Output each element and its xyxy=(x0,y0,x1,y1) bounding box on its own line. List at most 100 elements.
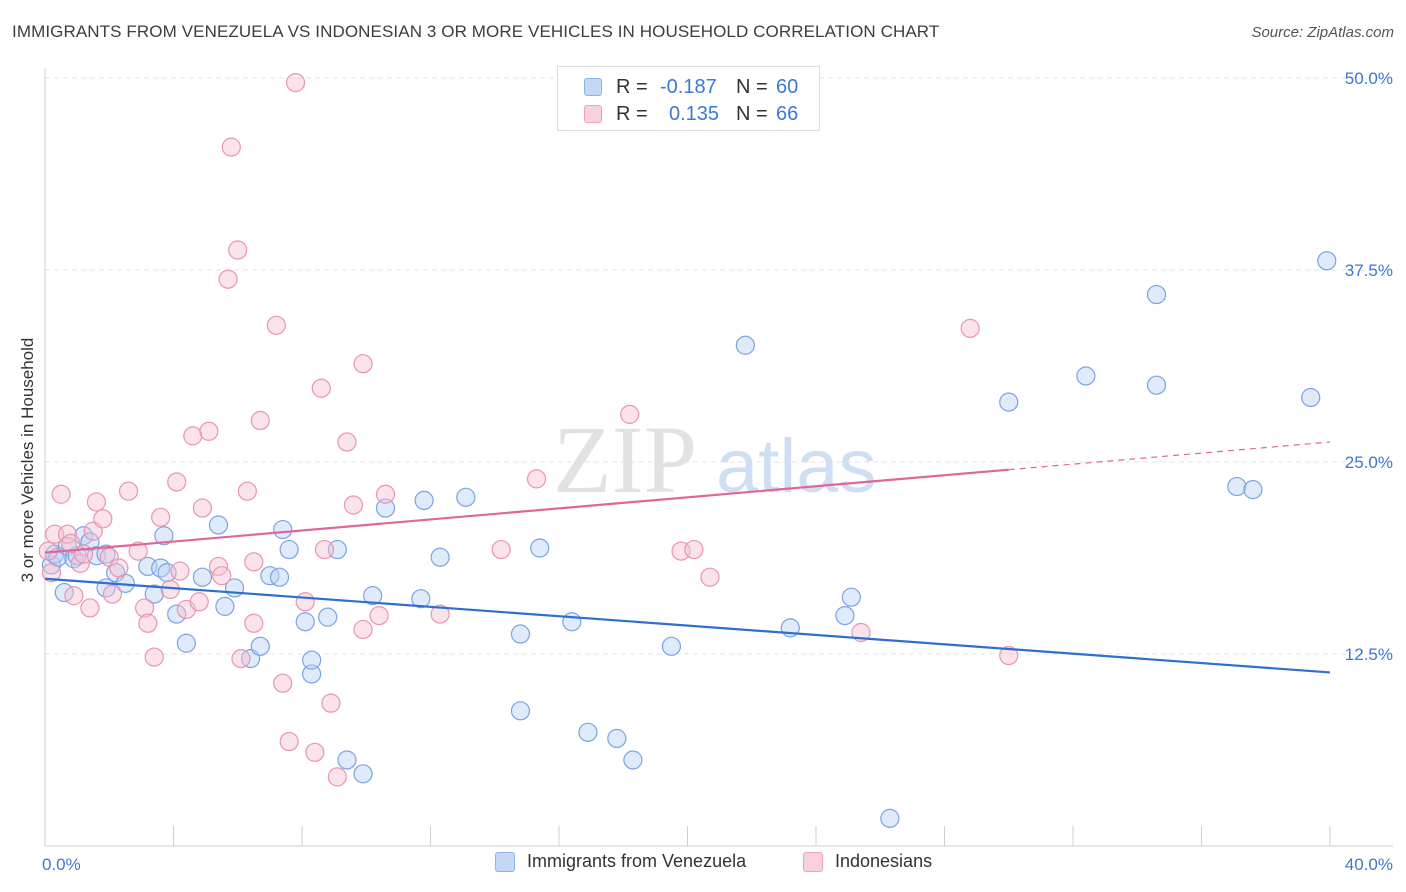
indonesians-point-57 xyxy=(620,404,640,424)
indonesians-point-41 xyxy=(285,73,306,93)
venezuela-point-17 xyxy=(154,526,174,546)
y-tick-label-1: 25.0% xyxy=(1345,453,1393,472)
indonesians-point-20 xyxy=(144,647,164,667)
indonesians-point-53 xyxy=(375,484,396,504)
legend-r-label: R = xyxy=(616,75,648,98)
indonesians-point-55 xyxy=(491,539,511,560)
venezuela-point-54 xyxy=(835,605,855,626)
indonesians-point-47 xyxy=(327,767,347,787)
venezuela-point-40 xyxy=(411,589,431,609)
indonesians-point-29 xyxy=(199,421,219,441)
venezuela-point-39 xyxy=(375,498,396,518)
indonesians-point-63 xyxy=(999,645,1019,666)
series-indonesians xyxy=(38,73,1019,787)
indonesians-point-64 xyxy=(221,137,241,157)
legend-swatch-venezuela xyxy=(495,851,515,872)
indonesians-point-51 xyxy=(353,619,373,640)
venezuela-point-30 xyxy=(279,539,299,560)
legend-n-value: 66 xyxy=(776,102,799,125)
venezuela-point-21 xyxy=(192,567,213,587)
legend-swatch-indonesians xyxy=(584,105,602,123)
indonesians-point-31 xyxy=(212,566,232,586)
indonesians-point-1 xyxy=(41,562,62,583)
series-immigrants-from-venezuela xyxy=(41,251,1337,828)
indonesians-point-6 xyxy=(64,586,84,606)
legend-swatch-venezuela xyxy=(584,78,602,96)
venezuela-point-46 xyxy=(530,538,550,558)
indonesians-point-50 xyxy=(353,354,373,374)
venezuela-point-10 xyxy=(96,544,116,564)
venezuela-point-29 xyxy=(273,519,293,540)
indonesians-point-3 xyxy=(51,484,71,504)
indonesians-point-35 xyxy=(244,552,264,572)
indonesians-point-22 xyxy=(160,579,180,600)
indonesians-point-62 xyxy=(960,318,980,338)
legend-n-value: 60 xyxy=(776,75,799,98)
watermark-atlas: atlas xyxy=(716,424,877,509)
venezuela-point-32 xyxy=(302,664,322,684)
legend-n-label: N = xyxy=(736,102,768,125)
indonesians-point-59 xyxy=(684,539,704,560)
venezuela-point-36 xyxy=(337,750,357,770)
indonesians-point-11 xyxy=(86,492,107,512)
indonesians-point-5 xyxy=(61,533,81,554)
x-tick-label-min: 0.0% xyxy=(42,855,81,874)
venezuela-point-44 xyxy=(510,624,531,644)
venezuela-point-59 xyxy=(1146,284,1167,305)
y-tick-label-3: 50.0% xyxy=(1345,69,1393,88)
legend-r-value: 0.135 xyxy=(669,102,720,125)
indonesians-point-44 xyxy=(311,378,331,398)
indonesians-point-26 xyxy=(183,426,203,446)
venezuela-point-28 xyxy=(269,567,290,587)
legend-item-venezuela[interactable]: Immigrants from Venezuela xyxy=(495,851,746,872)
venezuela-point-23 xyxy=(215,596,235,616)
venezuela-point-26 xyxy=(250,636,270,656)
venezuela-point-60 xyxy=(1146,375,1167,395)
indonesians-point-38 xyxy=(266,315,286,335)
indonesians-point-16 xyxy=(118,481,139,501)
legend-swatch-indonesians xyxy=(803,851,823,872)
chart-title: IMMIGRANTS FROM VENEZUELA VS INDONESIAN … xyxy=(12,22,940,41)
indonesians-point-17 xyxy=(128,541,148,561)
venezuela-point-57 xyxy=(999,392,1019,412)
tick-labels: 12.5% 25.0% 37.5% 50.0% 0.0% 40.0% xyxy=(42,69,1393,874)
trend-line-indonesians-extension xyxy=(1008,441,1331,471)
indonesians-point-13 xyxy=(99,547,119,567)
indonesians-point-43 xyxy=(305,742,325,762)
axes xyxy=(44,68,1393,847)
indonesians-point-18 xyxy=(134,598,155,618)
series-legend: Immigrants from Venezuela Indonesians xyxy=(0,851,1406,877)
indonesians-point-49 xyxy=(343,495,363,515)
venezuela-point-38 xyxy=(363,586,383,606)
venezuela-point-33 xyxy=(302,650,322,670)
venezuela-point-50 xyxy=(623,750,643,770)
legend-label-venezuela: Immigrants from Venezuela xyxy=(527,851,747,871)
indonesians-point-27 xyxy=(189,592,209,612)
y-axis-label: 3 or more Vehicles in Household xyxy=(18,337,37,583)
venezuela-point-47 xyxy=(562,612,582,632)
watermark-zip: ZIP xyxy=(553,406,697,513)
trend-line-venezuela xyxy=(44,577,1331,674)
indonesians-point-24 xyxy=(170,561,190,581)
venezuela-point-34 xyxy=(318,607,338,627)
indonesians-point-42 xyxy=(295,592,315,612)
trend-line-indonesians xyxy=(44,468,1009,554)
indonesians-point-65 xyxy=(228,240,248,260)
venezuela-point-55 xyxy=(841,587,861,607)
venezuela-point-45 xyxy=(510,701,531,721)
legend-item-indonesians[interactable]: Indonesians xyxy=(803,851,932,872)
indonesians-point-15 xyxy=(109,558,129,578)
indonesians-point-60 xyxy=(700,567,720,587)
venezuela-point-41 xyxy=(414,490,434,510)
indonesians-point-34 xyxy=(237,481,257,501)
venezuela-point-42 xyxy=(430,547,450,567)
venezuela-point-61 xyxy=(1227,476,1247,497)
watermark: ZIP atlas xyxy=(553,406,877,513)
indonesians-point-52 xyxy=(369,605,389,626)
indonesians-point-32 xyxy=(218,269,238,289)
venezuela-point-63 xyxy=(1301,387,1321,408)
indonesians-point-14 xyxy=(102,584,123,604)
venezuela-point-64 xyxy=(1317,251,1337,271)
indonesians-point-54 xyxy=(430,604,450,624)
